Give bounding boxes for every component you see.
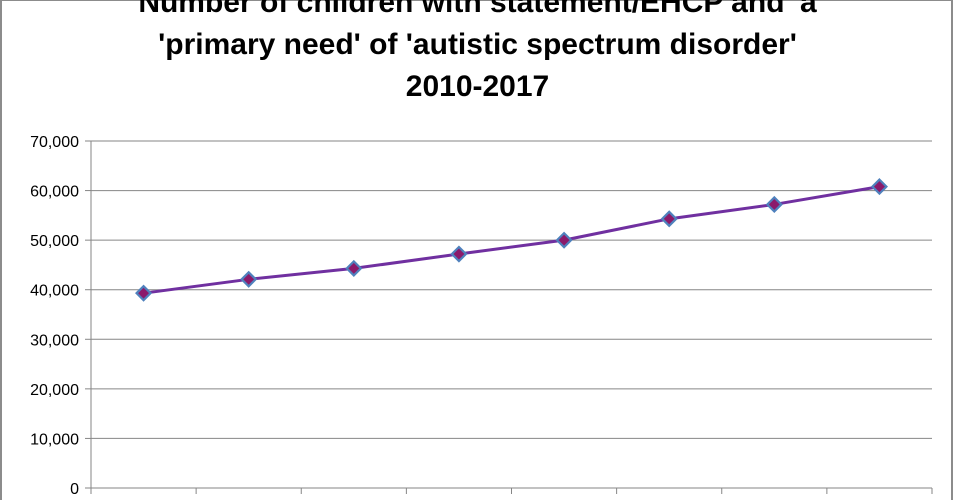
chart-title-line-1: Number of children with statement/EHCP a…	[138, 0, 817, 19]
data-point-2013	[450, 245, 468, 263]
chart-title-line-2: 'primary need' of 'autistic spectrum dis…	[158, 28, 797, 61]
y-tick-label: 30,000	[30, 332, 79, 349]
data-point-2014	[555, 231, 573, 249]
y-axis: 0 10,000 20,000 30,000 40,000 50,000 60,000 70,…	[30, 134, 92, 498]
y-tick-label: 20,000	[30, 382, 79, 399]
series-line	[143, 185, 880, 295]
gridlines	[91, 140, 932, 439]
y-tick-label: 0	[70, 481, 79, 498]
series-group	[135, 178, 888, 302]
data-point-2015	[660, 210, 678, 228]
y-tick-label: 50,000	[30, 233, 79, 250]
x-axis	[90, 487, 933, 494]
y-tick-label: 40,000	[30, 283, 79, 300]
y-tick-label: 60,000	[30, 184, 79, 201]
chart-title-line-3: 2010-2017	[405, 70, 550, 103]
data-point-2012	[345, 259, 363, 277]
data-point-2010	[135, 284, 153, 302]
y-tick-label: 70,000	[30, 134, 79, 151]
data-point-2017	[870, 178, 888, 196]
y-tick-label: 10,000	[30, 431, 79, 448]
data-point-2016	[765, 195, 783, 214]
data-point-2011	[240, 270, 258, 288]
chart-title: Number of children with statement/EHCP a…	[0, 0, 955, 108]
